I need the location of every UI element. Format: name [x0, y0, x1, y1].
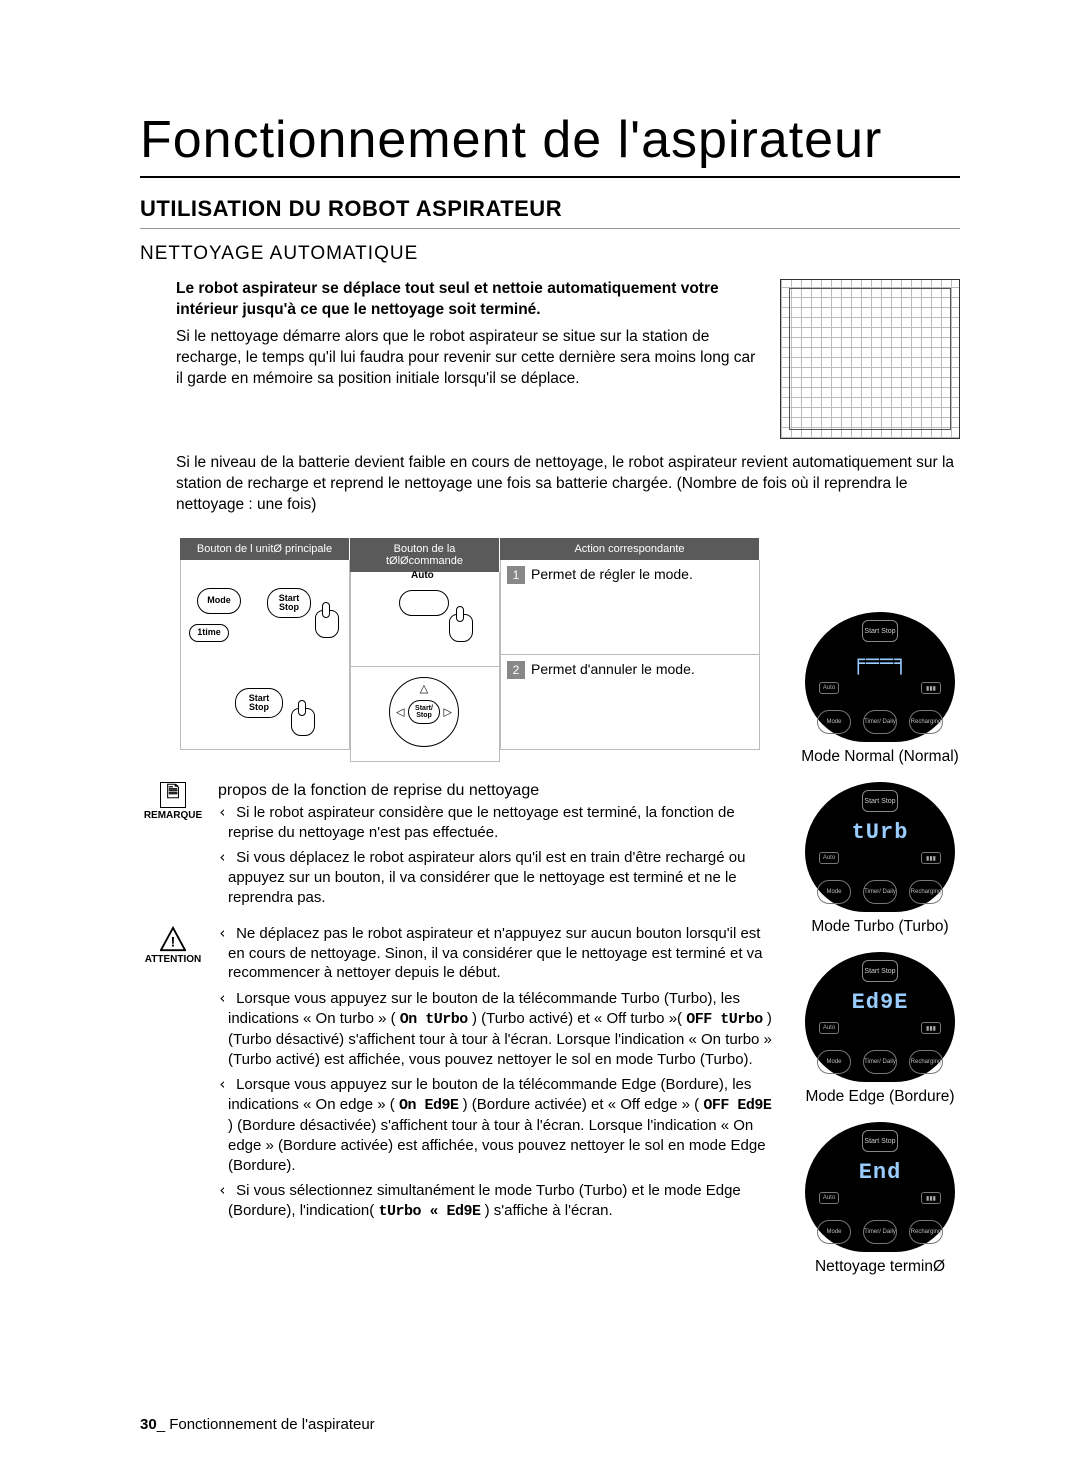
- start-stop-button-icon: Start Stop: [235, 688, 283, 718]
- battery-indicator: ▮▮▮: [921, 682, 941, 694]
- robot-display: Start Stop ╒══╕ Auto ▮▮▮ Mode Timer/ Daily Rec…: [805, 612, 955, 742]
- robot-display-text: End: [859, 1160, 902, 1185]
- actions-table: Bouton de l unitØ principale Mode Start …: [180, 538, 760, 762]
- start-stop-indicator: Start Stop: [862, 620, 898, 642]
- timer-indicator: Timer/ Daily: [863, 710, 897, 734]
- time-label-icon: 1time: [189, 624, 229, 642]
- mode-column: Start Stop ╒══╕ Auto ▮▮▮ Mode Timer/ Daily Rec…: [790, 612, 970, 1288]
- mode-caption: Nettoyage terminØ: [815, 1258, 945, 1276]
- t: ) s'affiche à l'écran.: [485, 1202, 613, 1219]
- mode-indicator: Mode: [817, 1220, 851, 1244]
- timer-indicator: Timer/ Daily: [863, 1220, 897, 1244]
- mode-indicator: Mode: [817, 710, 851, 734]
- table-cell-remote-auto: Auto: [350, 572, 500, 667]
- seg-on-edge: On Ed9E: [399, 1097, 459, 1114]
- mode-caption: Mode Edge (Bordure): [805, 1088, 954, 1106]
- remarque-label: 🗎 REMARQUE: [140, 780, 206, 914]
- start-stop-button-icon: Start Stop: [267, 588, 311, 618]
- page-number: 30: [140, 1416, 157, 1433]
- remarque-lead: propos de la fonction de reprise du nett…: [218, 780, 780, 801]
- intro-bold: Le robot aspirateur se déplace tout seul…: [140, 279, 762, 321]
- seg-off-turbo: OFF tUrbo: [686, 1011, 763, 1028]
- table-head-action: Action correspondante: [500, 538, 760, 560]
- recharge-indicator: Recharging: [909, 710, 943, 734]
- seg-off-edge: OFF Ed9E: [703, 1097, 771, 1114]
- intro-p1: Si le nettoyage démarre alors que le rob…: [140, 327, 762, 390]
- page-title: Fonctionnement de l'aspirateur: [140, 110, 960, 178]
- seg-on-turbo: On tUrbo: [400, 1011, 468, 1028]
- mode-indicator: Mode: [817, 880, 851, 904]
- attention-label-text: ATTENTION: [145, 954, 201, 965]
- remarque-p1: Si le robot aspirateur considère que le …: [218, 803, 780, 843]
- section-heading: UTILISATION DU ROBOT ASPIRATEUR: [140, 196, 960, 229]
- timer-indicator: Timer/ Daily: [863, 1050, 897, 1074]
- start-stop-indicator: Start Stop: [862, 1130, 898, 1152]
- start-stop-center-icon: Start/ Stop: [408, 700, 440, 724]
- remarque-p2: Si vous déplacez le robot aspirateur alo…: [218, 848, 780, 907]
- robot-display-text: Ed9E: [852, 990, 909, 1015]
- robot-display-text: tUrb: [852, 820, 909, 845]
- subsection-heading: NETTOYAGE AUTOMATIQUE: [140, 243, 960, 265]
- mode-caption: Mode Turbo (Turbo): [811, 918, 948, 936]
- mode-button-icon: Mode: [197, 588, 241, 614]
- recharge-indicator: Recharging: [909, 880, 943, 904]
- battery-indicator: ▮▮▮: [921, 852, 941, 864]
- remarque-label-text: REMARQUE: [144, 810, 202, 821]
- action1-text: Permet de régler le mode.: [531, 566, 749, 582]
- battery-indicator: ▮▮▮: [921, 1022, 941, 1034]
- attention-p2: Lorsque vous appuyez sur le bouton de la…: [218, 989, 780, 1069]
- intro-p2: Si le niveau de la batterie devient faib…: [140, 453, 960, 516]
- warning-icon: !: [160, 926, 186, 952]
- auto-indicator: Auto: [819, 1192, 839, 1204]
- attention-p4: Si vous sélectionnez simultanément le mo…: [218, 1181, 780, 1222]
- remote-dpad-icon: △ ◁ ▷ Start/ Stop: [389, 677, 459, 747]
- start-stop-indicator: Start Stop: [862, 790, 898, 812]
- hand-icon: [289, 700, 317, 736]
- attention-p1: Ne déplacez pas le robot aspirateur et n…: [218, 924, 780, 983]
- page-footer: 30_ Fonctionnement de l'aspirateur: [140, 1416, 375, 1433]
- robot-display: Start Stop End Auto ▮▮▮ Mode Timer/ Daily Rech…: [805, 1122, 955, 1252]
- hand-icon: [447, 606, 475, 642]
- step-badge-1: 1: [507, 566, 525, 584]
- t: ) (Bordure activée) et « Off edge » (: [463, 1096, 700, 1113]
- step-badge-2: 2: [507, 661, 525, 679]
- footer-text: _ Fonctionnement de l'aspirateur: [157, 1416, 375, 1433]
- auto-indicator: Auto: [819, 852, 839, 864]
- seg-turbo-edge: tUrbo « Ed9E: [378, 1203, 480, 1220]
- t: ) (Turbo activé) et « Off turbo »(: [472, 1010, 682, 1027]
- battery-indicator: ▮▮▮: [921, 1192, 941, 1204]
- recharge-indicator: Recharging: [909, 1220, 943, 1244]
- start-stop-indicator: Start Stop: [862, 960, 898, 982]
- table-cell-main-unit: Mode Start Stop 1time Start Stop: [180, 560, 350, 750]
- action2-text: Permet d'annuler le mode.: [531, 661, 749, 677]
- table-cell-action2: 2 Permet d'annuler le mode.: [500, 655, 760, 750]
- auto-indicator: Auto: [819, 682, 839, 694]
- mode-indicator: Mode: [817, 1050, 851, 1074]
- hand-icon: [313, 602, 341, 638]
- table-cell-action1: 1 Permet de régler le mode.: [500, 560, 760, 655]
- table-head-main: Bouton de l unitØ principale: [180, 538, 350, 560]
- auto-indicator: Auto: [819, 1022, 839, 1034]
- auto-label: Auto: [411, 570, 434, 581]
- floorplan-diagram: [780, 279, 960, 439]
- remote-auto-button-icon: [399, 590, 449, 616]
- robot-display: Start Stop tUrb Auto ▮▮▮ Mode Timer/ Daily Rec…: [805, 782, 955, 912]
- svg-text:!: !: [171, 933, 176, 949]
- robot-display-text: ╒══╕: [852, 650, 909, 675]
- recharge-indicator: Recharging: [909, 1050, 943, 1074]
- timer-indicator: Timer/ Daily: [863, 880, 897, 904]
- table-cell-remote-dpad: △ ◁ ▷ Start/ Stop: [350, 667, 500, 762]
- attention-label: ! ATTENTION: [140, 924, 206, 1228]
- mode-caption: Mode Normal (Normal): [801, 748, 959, 766]
- robot-display: Start Stop Ed9E Auto ▮▮▮ Mode Timer/ Daily Rec…: [805, 952, 955, 1082]
- table-head-remote: Bouton de la tØlØcommande: [350, 538, 500, 572]
- t: ) (Bordure désactivée) s'affichent tour …: [228, 1117, 766, 1174]
- note-icon: 🗎: [160, 782, 186, 808]
- attention-p3: Lorsque vous appuyez sur le bouton de la…: [218, 1075, 780, 1175]
